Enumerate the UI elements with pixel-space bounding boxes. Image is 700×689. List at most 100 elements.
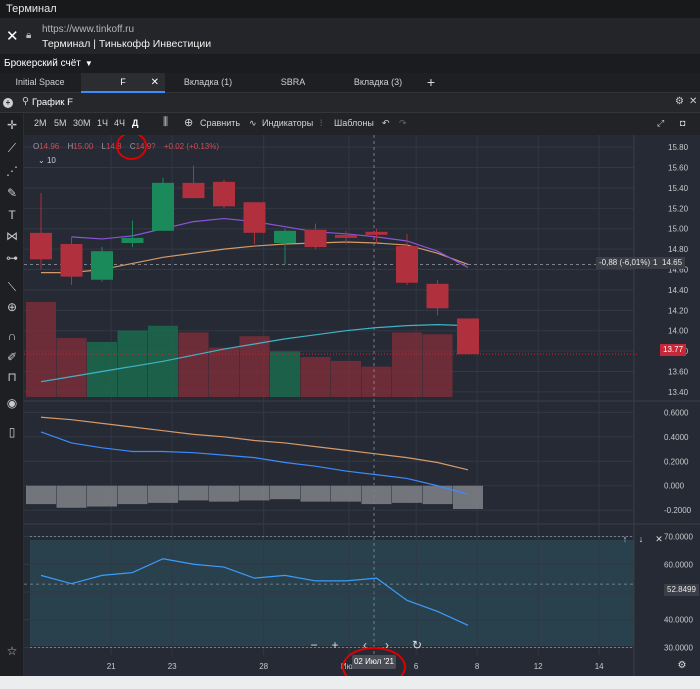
legend-high: 15.00 (73, 142, 94, 151)
osc1-hist-bar (148, 485, 178, 503)
gear-icon[interactable]: ⚙ (677, 660, 687, 671)
last-price: 13.77 (663, 345, 684, 354)
interval-1h[interactable]: 1Ч (97, 118, 109, 128)
pencil-lock-icon[interactable]: ✐ (6, 350, 18, 364)
star-icon[interactable]: ☆ (6, 644, 18, 658)
browser-url[interactable]: https://www.tinkoff.ru (42, 24, 135, 35)
candle-body (60, 244, 83, 277)
move-down-icon[interactable]: ↓ (638, 534, 644, 544)
indicators-button[interactable]: Индикаторы (262, 118, 314, 128)
tab-initial-space[interactable]: Initial Space (0, 73, 80, 93)
osc1-tick-label: 0.2000 (664, 457, 689, 466)
volume-legend[interactable]: ⌄ 10 (38, 156, 56, 165)
candle-body (152, 182, 174, 231)
crosshair-qty: 1 (653, 258, 658, 267)
fullscreen-icon[interactable]: ⤢ (657, 118, 665, 128)
account-selector[interactable]: Брокерский счёт ▼ (0, 54, 700, 73)
gear-icon[interactable]: ⚙ (675, 96, 684, 107)
candle-body (365, 231, 388, 235)
osc2-tick-label: 70.0000 (664, 533, 693, 542)
close-icon[interactable]: ✕ (689, 96, 698, 107)
browser-page-title: Терминал | Тинькофф Инвестиции (42, 38, 212, 50)
reset-icon[interactable]: ↻ (411, 638, 423, 652)
volume-bar (422, 334, 453, 397)
interval-5m[interactable]: 5M (54, 118, 67, 128)
tab-vkladka-3[interactable]: Вкладка (3) (336, 73, 420, 93)
lock-icon: 🔒︎ (26, 30, 32, 41)
plus-icon[interactable]: + (3, 98, 13, 108)
chart-canvas[interactable]: 21 23 28 Июл 6 8 12 1415.8015.6015.4015.2015.00… (24, 135, 700, 676)
volume-bar (239, 336, 270, 397)
search-icon[interactable]: ⚲ (22, 96, 29, 107)
osc2-tick-label: 40.0000 (664, 616, 693, 625)
osc1-hist-bar (178, 485, 209, 501)
close-icon[interactable]: ✕ (6, 28, 19, 45)
chevron-down-icon: ⌄ (38, 156, 47, 165)
volume-bar (361, 366, 392, 397)
x-tick-label: 14 (595, 662, 604, 671)
templates-icon[interactable]: ⫶ (320, 118, 323, 128)
annotation-circle-date (342, 647, 406, 676)
crosshair-price-tag: 14.65 (659, 257, 686, 269)
osc1-hist-bar (239, 485, 270, 501)
pattern-icon[interactable]: ⋈ (6, 229, 18, 243)
x-tick-label: 28 (259, 662, 268, 671)
candle-body (396, 246, 418, 283)
osc1-hist-bar (117, 485, 148, 505)
compare-plus-icon[interactable]: ⊕ (184, 117, 194, 129)
browser-bar: ✕ 🔒︎ https://www.tinkoff.ru Терминал | Т… (0, 18, 700, 54)
interval-2m[interactable]: 2M (34, 118, 47, 128)
templates-button[interactable]: Шаблоны (334, 118, 374, 128)
interval-day[interactable]: Д (132, 118, 139, 128)
trend-line-icon[interactable]: ⟋ (7, 141, 17, 155)
zoom-out-icon[interactable]: − (310, 638, 318, 652)
candles-icon[interactable]: ⫼ (163, 116, 169, 128)
crosshair-change-tag: -0,88 (-6,01%) (596, 257, 654, 269)
tab-sbra[interactable]: SBRA (251, 73, 335, 93)
osc1-hist-bar (422, 485, 453, 505)
compare-button[interactable]: Сравнить (200, 118, 241, 128)
tab-label: Вкладка (3) (353, 77, 403, 87)
add-tab-button[interactable]: + (426, 74, 436, 90)
eye-icon[interactable]: ◉ (6, 396, 18, 410)
status-bar (0, 676, 700, 689)
move-up-icon[interactable]: ↑ (622, 534, 628, 544)
ruler-icon[interactable]: ⟍ (7, 280, 17, 294)
legend-h-label: H (67, 142, 74, 151)
chart-panel-header: + ⚲ График F ⚙ ✕ (0, 93, 700, 113)
close-icon[interactable]: ✕ (655, 534, 663, 544)
interval-30m[interactable]: 30M (73, 118, 91, 128)
indicators-icon[interactable]: ∿ (249, 118, 257, 128)
measure-icon[interactable]: ⊶ (6, 251, 18, 265)
camera-icon[interactable]: ◘ (680, 118, 686, 128)
volume-bar (270, 351, 300, 397)
lock-icon[interactable]: ⊓ (7, 370, 17, 384)
scroll-right-icon[interactable]: › (385, 638, 389, 652)
zoom-icon[interactable]: ⊕ (6, 300, 18, 314)
undo-icon[interactable]: ↶ (382, 118, 390, 128)
volume-bar (117, 330, 148, 397)
volume-value: 10 (46, 156, 56, 165)
price-tick-label: 14.20 (668, 306, 689, 315)
fork-icon[interactable]: ⋰ (6, 164, 18, 178)
price-tick-label: 13.60 (668, 368, 689, 377)
tab-f[interactable]: F ✕ (81, 73, 165, 93)
trash-icon[interactable]: ▯ (8, 425, 16, 439)
close-icon[interactable]: ✕ (150, 77, 159, 88)
scroll-left-icon[interactable]: ‹ (363, 638, 367, 652)
tab-vkladka-1[interactable]: Вкладка (1) (166, 73, 250, 93)
panel-title[interactable]: График F (32, 97, 73, 108)
price-tick-label: 14.60 (668, 266, 689, 275)
osc1-blue-line (40, 431, 469, 495)
crosshair-icon[interactable]: ✛ (6, 118, 18, 132)
interval-4h[interactable]: 4Ч (114, 118, 126, 128)
zoom-in-icon[interactable]: + (331, 638, 339, 652)
brush-icon[interactable]: ✎ (6, 186, 18, 200)
text-icon[interactable]: T (8, 208, 16, 222)
chart-area[interactable]: 21 23 28 Июл 6 8 12 14 15.80 15.60 15.40 15.20 15.00… (24, 135, 700, 676)
candle-body (121, 237, 144, 244)
account-label: Брокерский счёт (4, 58, 81, 69)
price-tick-label: 14.80 (668, 245, 689, 254)
magnet-icon[interactable]: ∩ (7, 329, 17, 343)
price-tick-label: 15.60 (668, 164, 689, 173)
